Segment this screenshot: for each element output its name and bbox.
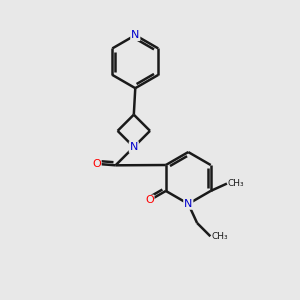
- Text: CH₃: CH₃: [211, 232, 228, 241]
- Text: N: N: [130, 142, 138, 152]
- Text: N: N: [184, 199, 193, 209]
- Text: O: O: [92, 159, 101, 169]
- Text: CH₃: CH₃: [228, 179, 244, 188]
- Text: O: O: [145, 196, 154, 206]
- Text: N: N: [131, 30, 140, 40]
